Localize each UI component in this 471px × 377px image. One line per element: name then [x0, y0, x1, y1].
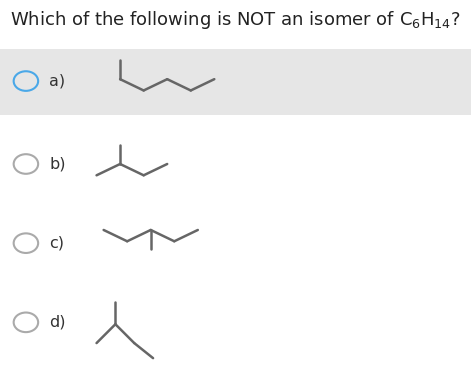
- Text: Which of the following is NOT an isomer of C$_6$H$_{14}$?: Which of the following is NOT an isomer …: [10, 9, 461, 31]
- Bar: [0, 49, 471, 115]
- Text: a): a): [49, 74, 65, 89]
- Text: c): c): [49, 236, 65, 251]
- Text: b): b): [49, 156, 66, 172]
- Text: d): d): [49, 315, 66, 330]
